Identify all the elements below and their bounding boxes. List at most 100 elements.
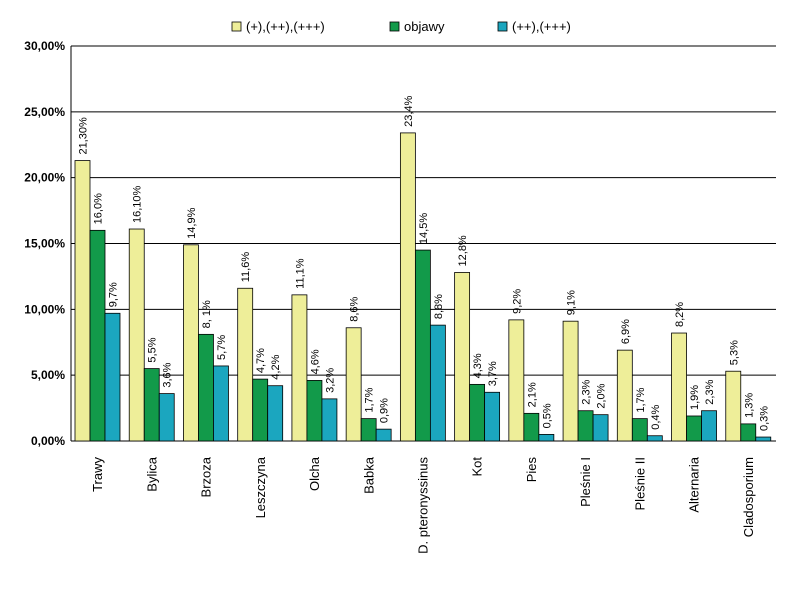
bar bbox=[128, 228, 145, 442]
bar bbox=[755, 436, 772, 442]
data-label: 8,8% bbox=[433, 294, 445, 319]
data-label: 4,6% bbox=[309, 349, 321, 374]
data-label: 1,7% bbox=[635, 387, 647, 412]
bar bbox=[631, 418, 648, 442]
category-label: Alternaria bbox=[687, 456, 702, 512]
bar bbox=[183, 244, 199, 442]
category-label: Kot bbox=[470, 457, 485, 477]
data-label: 8, 1% bbox=[201, 300, 213, 328]
data-label: 23,4% bbox=[403, 95, 415, 126]
data-label: 5,7% bbox=[216, 335, 228, 360]
legend-swatch bbox=[231, 21, 242, 32]
y-tick-label: 20,00% bbox=[24, 171, 65, 185]
data-label: 8,6% bbox=[349, 296, 361, 321]
bar bbox=[291, 294, 308, 442]
data-label: 12,8% bbox=[457, 235, 469, 266]
bar bbox=[454, 272, 471, 442]
data-label: 3,2% bbox=[324, 368, 336, 393]
data-label: 6,9% bbox=[620, 319, 632, 344]
data-label: 2,0% bbox=[596, 383, 608, 408]
data-label: 9,2% bbox=[511, 289, 523, 314]
data-label: 1,9% bbox=[689, 385, 701, 410]
data-label: 2,1% bbox=[526, 382, 538, 407]
bar bbox=[538, 434, 555, 442]
legend-label: objawy bbox=[404, 19, 445, 34]
data-label: 16,0% bbox=[93, 193, 105, 224]
bar bbox=[701, 410, 717, 442]
bar bbox=[484, 391, 501, 442]
data-label: 4,2% bbox=[270, 354, 282, 379]
data-label: 16,10% bbox=[132, 185, 144, 223]
bar bbox=[686, 415, 702, 442]
data-label: 1,7% bbox=[364, 387, 376, 412]
data-label: 4,3% bbox=[472, 353, 484, 378]
data-label: 21,30% bbox=[78, 117, 90, 155]
category-label: Brzoza bbox=[199, 456, 214, 497]
bar bbox=[616, 349, 633, 442]
bar bbox=[399, 132, 416, 442]
bar bbox=[562, 320, 579, 442]
y-tick-label: 30,00% bbox=[24, 39, 65, 53]
bar bbox=[143, 368, 160, 442]
bar bbox=[74, 160, 91, 442]
data-label: 5,5% bbox=[147, 337, 159, 362]
data-label: 9,1% bbox=[566, 290, 578, 315]
bar bbox=[252, 378, 269, 442]
data-label: 1,3% bbox=[743, 393, 755, 418]
bar bbox=[375, 428, 392, 442]
bar bbox=[158, 393, 175, 442]
category-label: D. pteronyssinus bbox=[416, 457, 431, 554]
data-label: 0,5% bbox=[541, 403, 553, 428]
legend-swatch bbox=[389, 21, 400, 32]
category-label: Leszczyna bbox=[253, 456, 268, 518]
data-label: 0,9% bbox=[379, 398, 391, 423]
bar bbox=[469, 383, 486, 442]
y-tick-label: 0,00% bbox=[31, 434, 65, 448]
bar bbox=[321, 398, 338, 442]
bar bbox=[508, 319, 525, 442]
bar bbox=[306, 380, 323, 442]
bar bbox=[592, 414, 609, 442]
category-label: Trawy bbox=[90, 457, 105, 492]
bar bbox=[89, 229, 106, 442]
data-label: 2,3% bbox=[581, 379, 593, 404]
bar bbox=[104, 312, 121, 442]
category-label: Cladosporium bbox=[741, 457, 756, 537]
bar bbox=[345, 327, 362, 442]
category-label: Bylica bbox=[144, 456, 159, 491]
bar bbox=[523, 412, 540, 442]
data-label: 9,7% bbox=[108, 282, 120, 307]
legend-label: (+),(++),(+++) bbox=[246, 19, 325, 34]
data-label: 14,9% bbox=[186, 207, 198, 238]
bar bbox=[725, 370, 742, 442]
bar bbox=[671, 332, 687, 442]
bar bbox=[429, 324, 446, 442]
legend-label: (++),(+++) bbox=[512, 19, 571, 34]
bar bbox=[414, 249, 431, 442]
data-label: 11,1% bbox=[294, 258, 306, 289]
category-label: Olcha bbox=[307, 456, 322, 491]
category-label: Pleśnie I bbox=[578, 457, 593, 507]
bar bbox=[360, 418, 377, 442]
data-label: 11,6% bbox=[240, 252, 252, 283]
category-label: Pies bbox=[524, 457, 539, 483]
data-label: 0,4% bbox=[650, 404, 662, 429]
bar bbox=[577, 410, 594, 442]
y-tick-label: 5,00% bbox=[31, 368, 65, 382]
legend-swatch bbox=[497, 21, 508, 32]
data-label: 2,3% bbox=[704, 379, 716, 404]
category-label: Babka bbox=[361, 456, 376, 494]
bar bbox=[646, 435, 663, 442]
data-label: 0,3% bbox=[758, 406, 770, 431]
y-tick-label: 25,00% bbox=[24, 105, 65, 119]
data-label: 4,7% bbox=[255, 348, 267, 373]
data-label: 14,5% bbox=[418, 213, 430, 244]
bar bbox=[267, 385, 284, 442]
data-label: 3,7% bbox=[487, 361, 499, 386]
data-label: 3,6% bbox=[162, 362, 174, 387]
data-label: 8,2% bbox=[674, 302, 686, 327]
bar bbox=[740, 423, 757, 442]
data-label: 5,3% bbox=[728, 340, 740, 365]
y-tick-label: 15,00% bbox=[24, 237, 65, 251]
